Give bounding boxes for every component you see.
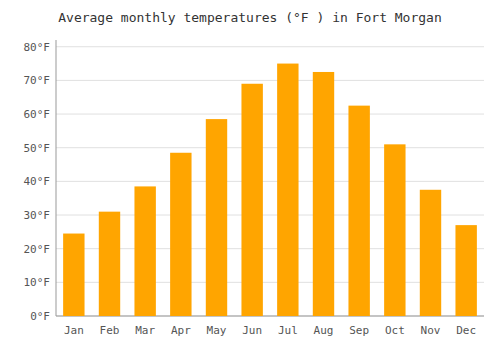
bar <box>348 106 369 316</box>
y-tick-label: 80°F <box>24 41 51 54</box>
bar <box>63 234 84 316</box>
x-tick-label: Apr <box>171 324 191 337</box>
grid-line <box>56 147 484 148</box>
grid-line <box>56 114 484 115</box>
y-tick-label: 70°F <box>24 74 51 87</box>
bar <box>455 225 476 316</box>
x-tick-label: Jan <box>64 324 84 337</box>
bar <box>277 64 298 316</box>
x-tick-label: Sep <box>349 324 369 337</box>
y-tick-label: 60°F <box>24 108 51 121</box>
bar <box>420 190 441 316</box>
y-tick-label: 0°F <box>30 310 50 323</box>
grid-line <box>56 80 484 81</box>
bar <box>170 153 191 316</box>
bar <box>241 84 262 316</box>
chart-container: Average monthly temperatures (°F ) in Fo… <box>0 0 500 350</box>
bars <box>63 64 477 316</box>
bar <box>384 144 405 316</box>
x-tick-label: Jul <box>278 324 298 337</box>
y-tick-label: 40°F <box>24 175 51 188</box>
x-tick-label: Aug <box>314 324 334 337</box>
grid <box>56 47 484 316</box>
x-tick-label: Jun <box>242 324 262 337</box>
x-tick-label: Oct <box>385 324 405 337</box>
x-tick-label: Dec <box>456 324 476 337</box>
chart: Average monthly temperatures (°F ) in Fo… <box>0 0 500 350</box>
y-tick-label: 20°F <box>24 243 51 256</box>
x-tick-label: May <box>207 324 227 337</box>
x-tick-label: Nov <box>421 324 441 337</box>
y-axis-line <box>56 40 57 316</box>
y-tick-label: 50°F <box>24 142 51 155</box>
bar <box>206 119 227 316</box>
bar <box>99 212 120 316</box>
y-tick-label: 10°F <box>24 276 51 289</box>
bar <box>134 186 155 316</box>
y-tick-label: 30°F <box>24 209 51 222</box>
grid-line <box>56 46 484 47</box>
x-tick-label: Feb <box>100 324 120 337</box>
title: Average monthly temperatures (°F ) in Fo… <box>58 10 442 25</box>
bar <box>313 72 334 316</box>
x-tick-label: Mar <box>135 324 155 337</box>
grid-line <box>56 181 484 182</box>
